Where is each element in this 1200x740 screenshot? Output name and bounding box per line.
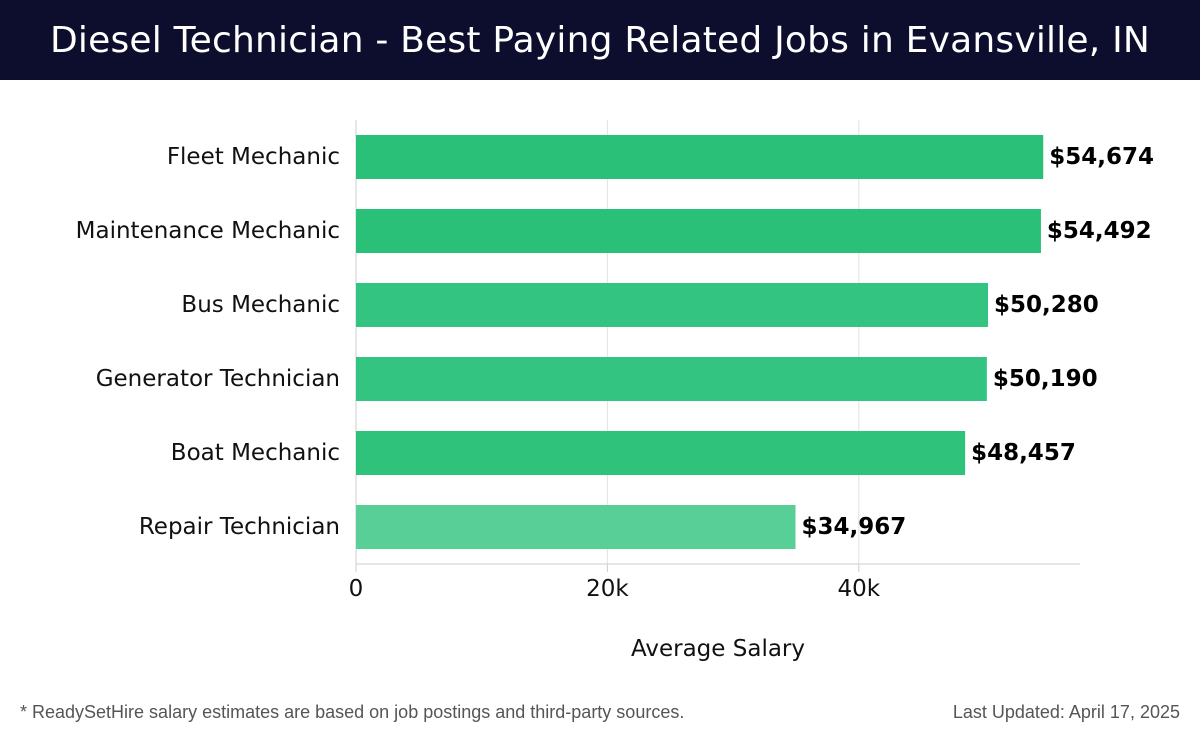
bar <box>356 209 1041 253</box>
category-label: Generator Technician <box>96 366 340 392</box>
value-label: $48,457 <box>971 440 1076 466</box>
category-label: Boat Mechanic <box>171 440 340 466</box>
bar <box>356 431 966 475</box>
category-label: Repair Technician <box>139 514 340 540</box>
category-label: Fleet Mechanic <box>167 144 340 170</box>
bar <box>356 357 987 401</box>
x-tick-label: 0 <box>349 576 364 602</box>
value-label: $50,190 <box>993 366 1098 392</box>
footer-note: * ReadySetHire salary estimates are base… <box>20 702 685 722</box>
salary-bar-chart: Fleet Mechanic $54,674 Maintenance Mechani… <box>76 120 1154 662</box>
bar <box>356 283 988 327</box>
page-title: Diesel Technician - Best Paying Related … <box>49 19 1151 61</box>
category-label: Maintenance Mechanic <box>76 218 340 244</box>
category-label: Bus Mechanic <box>181 292 340 318</box>
value-label: $54,674 <box>1049 144 1154 170</box>
x-tick-label: 20k <box>586 576 629 602</box>
title-bar: Diesel Technician - Best Paying Related … <box>0 0 1200 80</box>
bar <box>356 135 1044 179</box>
value-label: $50,280 <box>994 292 1099 318</box>
bar <box>356 505 796 549</box>
x-tick-label: 40k <box>837 576 880 602</box>
x-axis-label: Average Salary <box>631 636 805 662</box>
value-label: $34,967 <box>802 514 907 540</box>
value-label: $54,492 <box>1047 218 1152 244</box>
footer-updated: Last Updated: April 17, 2025 <box>952 702 1180 722</box>
